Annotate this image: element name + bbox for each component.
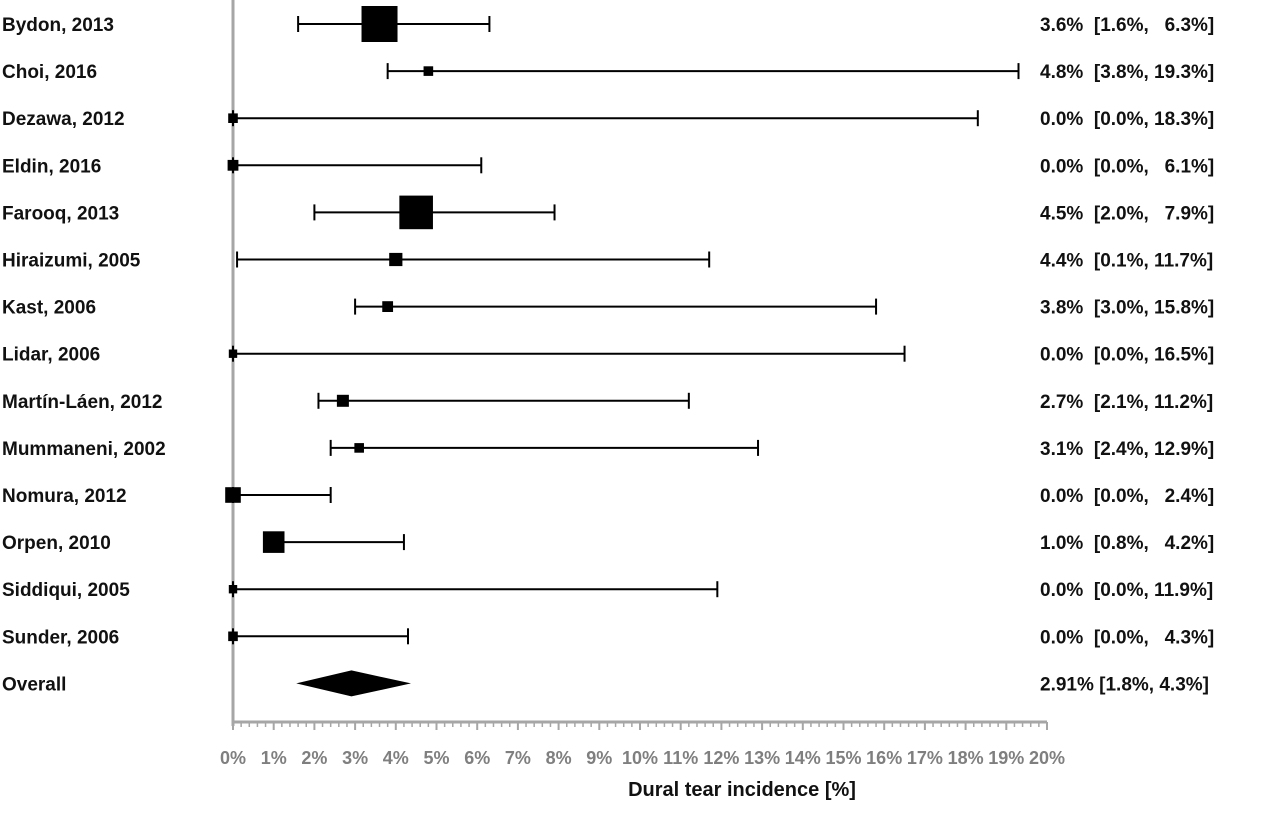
study-label: Eldin, 2016	[2, 156, 101, 177]
point-estimate-marker	[228, 631, 238, 642]
x-tick-label: 18%	[948, 748, 984, 768]
point-estimate-marker	[228, 349, 238, 358]
ci-text: 1.0% [0.8%, 4.2%]	[1040, 533, 1214, 554]
study-label: Martín-Láen, 2012	[2, 392, 163, 413]
x-tick-label: 7%	[505, 748, 531, 768]
study-row: Choi, 2016 4.8% [3.8%, 19.3%]	[2, 62, 1214, 83]
study-row: Farooq, 2013 4.5% [2.0%, 7.9%]	[2, 195, 1214, 230]
x-tick-label: 19%	[988, 748, 1024, 768]
x-axis: 0% 1% 2% 3% 4% 5% 6% 7% 8% 9% 10% 11% 12% 13% 14% 15% 16…	[220, 720, 1065, 768]
ci-text: 3.8% [3.0%, 15.8%]	[1040, 298, 1214, 319]
point-estimate-marker	[361, 6, 398, 42]
overall-diamond	[296, 670, 412, 697]
ci-text: 3.1% [2.4%, 12.9%]	[1040, 439, 1214, 460]
x-tick-label: 5%	[423, 748, 449, 768]
x-tick-label: 12%	[703, 748, 739, 768]
x-tick-label: 10%	[622, 748, 658, 768]
study-row: Bydon, 2013 3.6% [1.6%, 6.3%]	[2, 6, 1214, 42]
study-label: Siddiqui, 2005	[2, 580, 130, 601]
x-tick-label: 16%	[866, 748, 902, 768]
ci-text: 4.4% [0.1%, 11.7%]	[1040, 251, 1213, 272]
ci-text: 0.0% [0.0%, 18.3%]	[1040, 109, 1214, 130]
ci-text: 0.0% [0.0%, 2.4%]	[1040, 486, 1214, 507]
study-row: Siddiqui, 2005 0.0% [0.0%, 11.9%]	[2, 580, 1213, 601]
ci-text: 3.6% [1.6%, 6.3%]	[1040, 15, 1214, 36]
study-row: Mummaneni, 2002 3.1% [2.4%, 12.9%]	[2, 439, 1214, 460]
x-tick-label: 0%	[220, 748, 246, 768]
point-estimate-marker	[228, 585, 238, 594]
point-estimate-marker	[228, 113, 238, 123]
study-label: Dezawa, 2012	[2, 109, 125, 130]
overall-ci-text: 2.91% [1.8%, 4.3%]	[1040, 674, 1209, 695]
point-estimate-marker	[354, 443, 364, 453]
study-row: Orpen, 2010 1.0% [0.8%, 4.2%]	[2, 531, 1214, 554]
ci-text: 0.0% [0.0%, 6.1%]	[1040, 156, 1214, 177]
point-estimate-marker	[336, 394, 349, 407]
ci-text: 2.7% [2.1%, 11.2%]	[1040, 392, 1213, 413]
point-estimate-marker	[389, 252, 403, 267]
x-tick-label: 17%	[907, 748, 943, 768]
study-label: Lidar, 2006	[2, 345, 100, 366]
study-rows: Bydon, 2013 3.6% [1.6%, 6.3%] Choi, 2016 4.…	[2, 0, 1214, 726]
x-tick-label: 20%	[1029, 748, 1065, 768]
study-label: Choi, 2016	[2, 62, 97, 83]
study-label: Farooq, 2013	[2, 203, 119, 224]
x-tick-label: 8%	[546, 748, 572, 768]
study-label: Sunder, 2006	[2, 627, 119, 648]
point-estimate-marker	[423, 66, 434, 76]
point-estimate-marker	[382, 301, 394, 312]
study-label: Nomura, 2012	[2, 486, 127, 507]
overall-row: Overall 2.91% [1.8%, 4.3%]	[2, 670, 1209, 697]
overall-label: Overall	[2, 674, 66, 695]
study-row: Hiraizumi, 2005 4.4% [0.1%, 11.7%]	[2, 251, 1213, 272]
x-tick-label: 1%	[261, 748, 287, 768]
study-label: Hiraizumi, 2005	[2, 251, 141, 272]
study-label: Orpen, 2010	[2, 533, 111, 554]
study-row: Sunder, 2006 0.0% [0.0%, 4.3%]	[2, 627, 1214, 648]
study-row: Kast, 2006 3.8% [3.0%, 15.8%]	[2, 298, 1214, 319]
x-axis-title: Dural tear incidence [%]	[628, 779, 856, 801]
point-estimate-marker	[399, 195, 433, 230]
ci-text: 4.5% [2.0%, 7.9%]	[1040, 203, 1214, 224]
study-row: Eldin, 2016 0.0% [0.0%, 6.1%]	[2, 156, 1214, 177]
ci-text: 0.0% [0.0%, 4.3%]	[1040, 627, 1214, 648]
x-tick-label: 4%	[383, 748, 409, 768]
x-tick-label: 3%	[342, 748, 368, 768]
study-row: Nomura, 2012 0.0% [0.0%, 2.4%]	[2, 486, 1214, 507]
x-tick-label: 11%	[663, 748, 698, 768]
study-label: Mummaneni, 2002	[2, 439, 166, 460]
x-tick-label: 2%	[301, 748, 327, 768]
study-label: Kast, 2006	[2, 298, 96, 319]
point-estimate-marker	[225, 487, 241, 503]
x-tick-label: 15%	[825, 748, 861, 768]
point-estimate-marker	[262, 531, 285, 553]
study-row: Dezawa, 2012 0.0% [0.0%, 18.3%]	[2, 109, 1214, 130]
point-estimate-marker	[227, 159, 239, 171]
x-tick-label: 14%	[785, 748, 821, 768]
study-row: Martín-Láen, 2012 2.7% [2.1%, 11.2%]	[2, 392, 1213, 413]
x-tick-label: 13%	[744, 748, 780, 768]
study-label: Bydon, 2013	[2, 15, 114, 36]
x-tick-label: 9%	[586, 748, 612, 768]
ci-text: 4.8% [3.8%, 19.3%]	[1040, 62, 1214, 83]
ci-text: 0.0% [0.0%, 11.9%]	[1040, 580, 1213, 601]
x-tick-label: 6%	[464, 748, 490, 768]
study-row: Lidar, 2006 0.0% [0.0%, 16.5%]	[2, 345, 1214, 366]
ci-text: 0.0% [0.0%, 16.5%]	[1040, 345, 1214, 366]
